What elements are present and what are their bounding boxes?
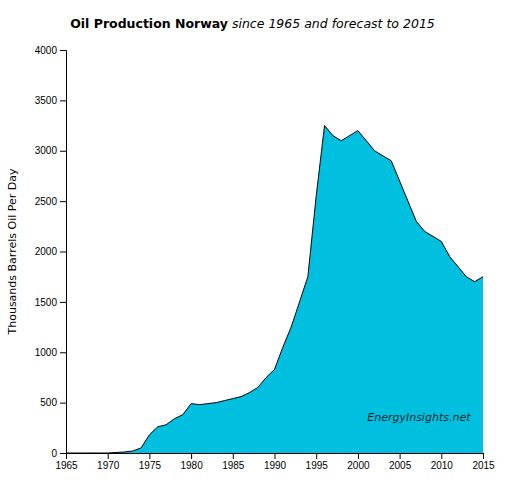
- tick: 2500: [35, 196, 66, 207]
- tick-mark: [60, 100, 66, 101]
- x-axis: 1965 1970 1975 1980 1985 1990 1995 2000 2005 2010…: [55, 453, 495, 471]
- tick-mark: [191, 453, 192, 459]
- tick: 2000: [347, 453, 370, 471]
- axis-domain: [67, 454, 484, 460]
- tick: 3500: [35, 95, 66, 106]
- tick: 1995: [306, 453, 329, 471]
- tick-mark: [60, 50, 66, 51]
- tick-label: 1990: [264, 460, 287, 471]
- tick: 4000: [35, 45, 66, 56]
- line: [66, 126, 483, 453]
- tick-label: 1985: [222, 460, 245, 471]
- tick-mark: [108, 453, 109, 459]
- title: Oil Production Norway: [70, 16, 228, 31]
- tick-label: 2000: [35, 246, 58, 257]
- tick-label: 500: [40, 397, 57, 408]
- tick-mark: [60, 403, 66, 404]
- tick-label: 4000: [35, 45, 58, 56]
- tick-label: 2015: [472, 460, 495, 471]
- tick-label: 1970: [97, 460, 120, 471]
- tick-label: 3500: [35, 95, 58, 106]
- tick-mark: [60, 302, 66, 303]
- y-axis-title: Thousands Barrels Oil Per Day: [6, 168, 19, 336]
- tick: 500: [40, 397, 66, 408]
- tick: 1990: [264, 453, 287, 471]
- tick-label: 2000: [347, 460, 370, 471]
- chart: 1965 1970 1975 1980 1985 1990 1995 2000 2005 2010…: [0, 0, 505, 487]
- axis-domain: [60, 51, 67, 454]
- tick: 2000: [35, 246, 66, 257]
- tick: 1965: [55, 453, 78, 471]
- tick-label: 1975: [139, 460, 162, 471]
- tick-mark: [483, 453, 484, 459]
- tick: 2010: [431, 453, 454, 471]
- tick: 1980: [180, 453, 203, 471]
- annotation: EnergyInsights.net: [367, 411, 471, 424]
- tick: 1975: [139, 453, 162, 471]
- tick-mark: [60, 151, 66, 152]
- tick-label: 0: [51, 448, 57, 459]
- tick-mark: [60, 201, 66, 202]
- tick-mark: [358, 453, 359, 459]
- area: [66, 126, 483, 453]
- tick: 3000: [35, 145, 66, 156]
- marks: [66, 126, 483, 453]
- tick-mark: [233, 453, 234, 459]
- tick-label: 2005: [389, 460, 412, 471]
- tick-label: 1500: [35, 297, 58, 308]
- tick-label: 2500: [35, 196, 58, 207]
- tick: 1000: [35, 347, 66, 358]
- tick-label: 1000: [35, 347, 58, 358]
- subtitle: since 1965 and forecast to 2015: [232, 16, 435, 31]
- tick-mark: [400, 453, 401, 459]
- tick-mark: [441, 453, 442, 459]
- tick-label: 1980: [180, 460, 203, 471]
- tick-label: 1995: [306, 460, 329, 471]
- tick-mark: [149, 453, 150, 459]
- tick: 1985: [222, 453, 245, 471]
- tick-label: 1965: [55, 460, 78, 471]
- tick: 2015: [472, 453, 495, 471]
- plot: 1965 1970 1975 1980 1985 1990 1995 2000 2005 2010…: [35, 45, 495, 471]
- tick-mark: [60, 352, 66, 353]
- tick: 1500: [35, 297, 66, 308]
- tick: 0: [51, 448, 66, 459]
- tick: 2005: [389, 453, 412, 471]
- tick-mark: [60, 252, 66, 253]
- title-group: Oil Production Norway since 1965 and fore…: [70, 16, 435, 31]
- tick-label: 3000: [35, 145, 58, 156]
- tick-label: 2010: [431, 460, 454, 471]
- tick: 1970: [97, 453, 120, 471]
- tick-mark: [275, 453, 276, 459]
- tick-mark: [316, 453, 317, 459]
- y-axis: 0 500 1000 1500 2000 2500 3000 3500 4000: [35, 45, 67, 459]
- tick-mark: [60, 453, 66, 454]
